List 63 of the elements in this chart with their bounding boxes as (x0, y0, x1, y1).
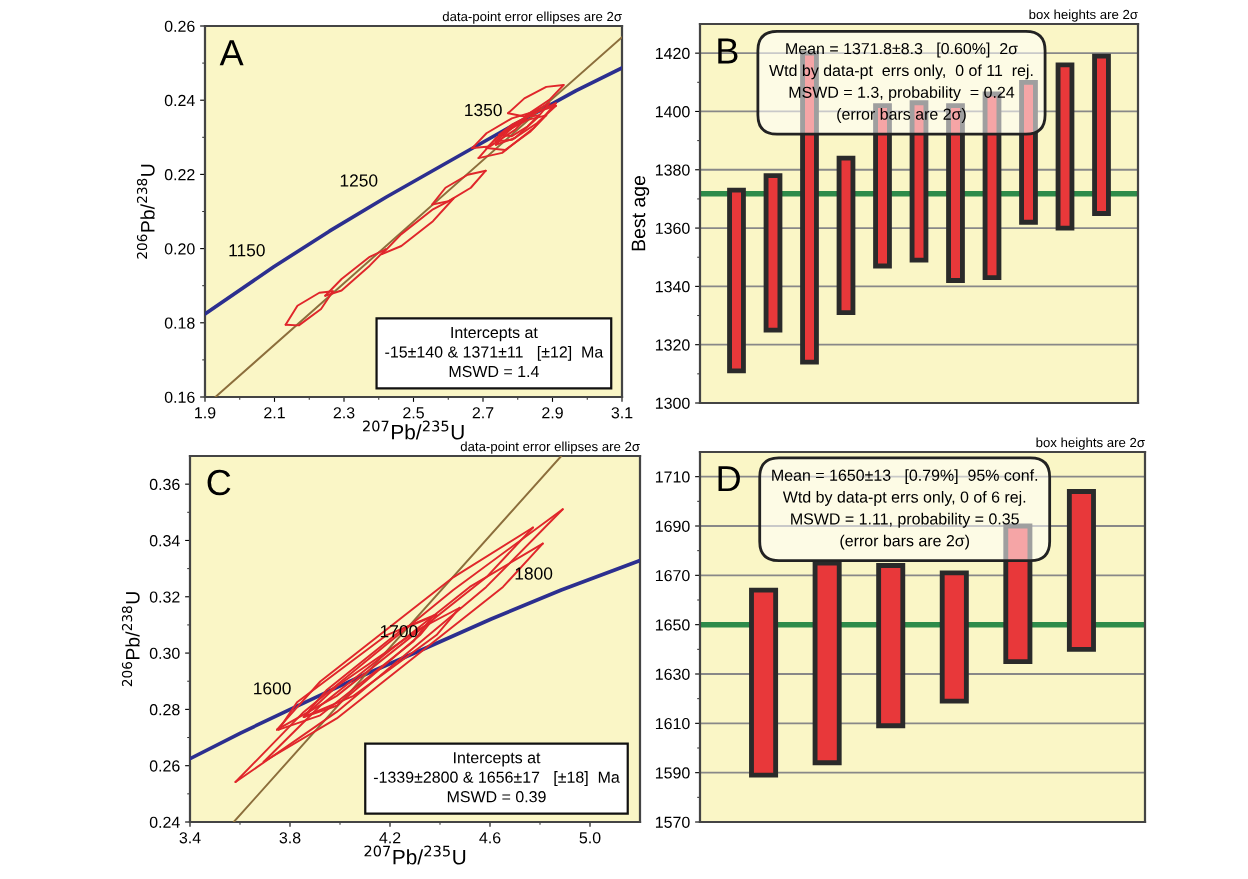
x-axis-title: $^{207}$Pb/$^{235}$U (364, 845, 466, 865)
annotation: A (219, 40, 244, 66)
x-tick-label: 4.6 (479, 832, 501, 844)
annotation: D (718, 466, 740, 492)
y-axis-title: $^{206}$Pb/$^{238}$U (121, 592, 140, 687)
y-tick-label: 0.18 (164, 317, 195, 329)
y-tick-label: 0.32 (149, 591, 180, 603)
y-tick-label: 0.24 (149, 816, 180, 828)
y-tick-label: 1340 (655, 281, 690, 293)
y-tick-label: 0.30 (149, 647, 180, 660)
y-axis-title: $^{206}$Pb/$^{238}$U (136, 164, 155, 259)
x-tick-label: 1.9 (195, 407, 216, 419)
y-tick-label: 1670 (655, 569, 690, 582)
y-tick-label: 1630 (655, 668, 690, 680)
annotation: Mean = 1650±13 [0.79%] 95% conf. Wtd by data-pt errs only, 0 of 6 rej. MSWD = 1.11, probability = 0.35 (error bars are 2σ) (772, 469, 1038, 550)
y-tick-label: 1320 (655, 339, 690, 351)
x-tick-label: 5.0 (579, 832, 601, 844)
x-tick-label: 2.7 (472, 407, 494, 419)
x-tick-label: 2.1 (264, 407, 285, 419)
y-tick-label: 1420 (655, 47, 690, 60)
y-tick-label: 1380 (655, 164, 690, 176)
annotation: 1150 (229, 244, 265, 257)
x-tick-label: 4.2 (379, 832, 401, 844)
text: box heights are 2σ (1036, 437, 1145, 450)
annotation: 1250 (340, 174, 378, 187)
y-tick-label: 1710 (655, 471, 690, 483)
x-tick-label: 2.5 (403, 407, 424, 419)
y-tick-label: 0.26 (149, 760, 180, 772)
y-tick-label: 1300 (655, 397, 690, 409)
y-tick-label: 0.36 (149, 478, 180, 491)
y-tick-label: 1570 (655, 816, 690, 828)
x-tick-label: 2.3 (333, 407, 355, 419)
x-tick-label: 3.1 (611, 407, 633, 419)
annotation: 1800 (515, 567, 553, 580)
y-tick-label: 1360 (655, 222, 690, 235)
y-axis-title: Best age (631, 175, 650, 251)
y-tick-label: 0.20 (164, 243, 195, 255)
annotation: 1700 (380, 625, 418, 638)
y-tick-label: 0.16 (164, 391, 195, 403)
annotation: C (207, 469, 231, 496)
x-tick-label: 3.4 (179, 832, 201, 844)
x-tick-label: 3.8 (279, 832, 301, 844)
y-tick-label: 1650 (655, 619, 690, 631)
y-tick-label: 0.28 (149, 704, 180, 716)
text: data-point error ellipses are 2σ (442, 11, 622, 24)
text: data-point error ellipses are 2σ (460, 441, 640, 454)
y-tick-label: 0.22 (164, 169, 195, 181)
annotation: Intercepts at -15±140 & 1371±11 [±12] Ma MSWD = 1.4 (385, 326, 604, 378)
y-tick-label: 1590 (655, 767, 690, 779)
x-axis-title: $^{207}$Pb/$^{235}$U (363, 420, 464, 440)
y-tick-label: 1610 (655, 717, 690, 730)
y-tick-label: 0.34 (149, 535, 180, 547)
y-tick-label: 0.24 (164, 94, 195, 107)
annotation: Mean = 1371.8±8.3 [0.60%] 2σ Wtd by data-pt errs only, 0 of 11 rej. MSWD = 1.3, probability = 0.24 (error bars are 2σ) (769, 42, 1033, 123)
annotation: Intercepts at -1339±2800 & 1656±17 [±18] Ma MSWD = 0.39 (373, 752, 620, 803)
y-tick-label: 1690 (655, 520, 690, 532)
y-tick-label: 1400 (655, 106, 690, 118)
x-tick-label: 2.9 (542, 407, 563, 419)
y-tick-label: 0.26 (164, 20, 195, 32)
annotation: 1600 (254, 682, 291, 695)
annotation: B (718, 38, 738, 64)
annotation: 1350 (465, 103, 502, 117)
text: box heights are 2σ (1029, 9, 1138, 22)
